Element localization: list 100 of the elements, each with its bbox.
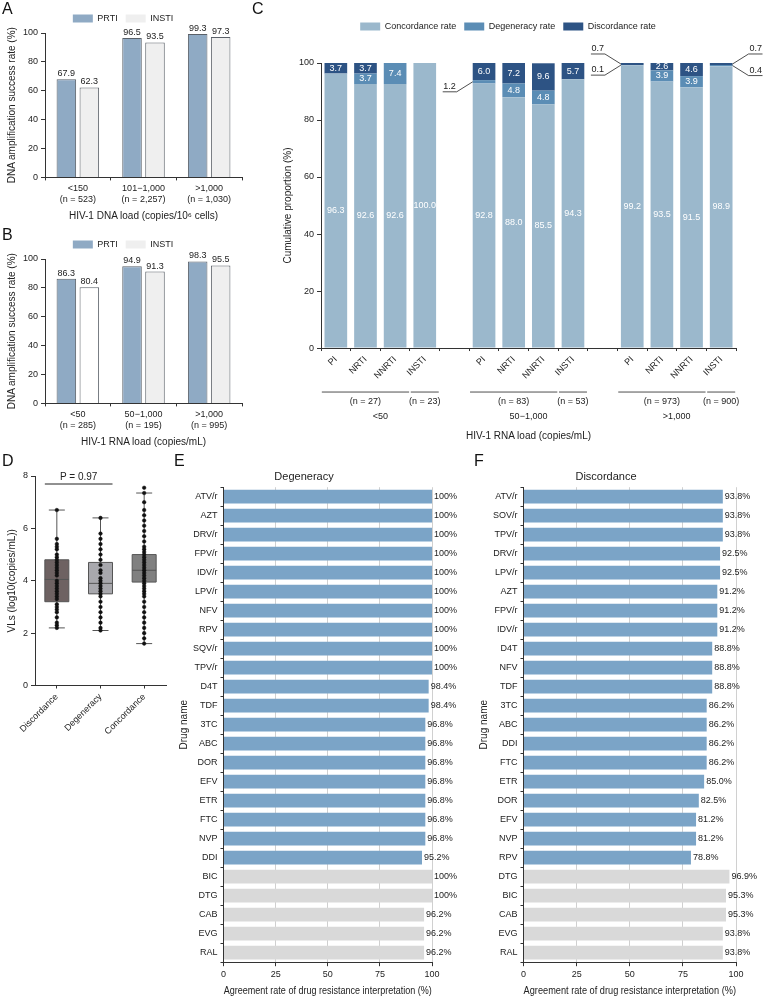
data-label: 9.6: [537, 71, 550, 82]
data-label: 91.5: [682, 211, 701, 222]
y-axis-title: Cumulative proportion (%): [281, 147, 293, 264]
y-tick-label: 20: [28, 143, 39, 153]
data-label: 93.5: [146, 31, 164, 42]
data-label: 86.2%: [708, 738, 735, 749]
x-tick-label: 75: [677, 969, 688, 980]
text: (n = 973): [643, 395, 681, 406]
y-tick-label: 20: [28, 369, 39, 379]
text: (n = 900): [703, 395, 740, 406]
data-label: 3.7: [359, 62, 372, 73]
y-tick-label: 8: [22, 470, 29, 481]
x-tick-label: <150 (n = 523): [59, 183, 96, 205]
data-label: 4.8: [537, 91, 550, 102]
x-tick-label: <50 (n = 285): [59, 409, 96, 431]
data-label: 92.5%: [722, 548, 748, 559]
data-label: 96.2%: [426, 947, 452, 958]
data-label: 100%: [434, 510, 458, 521]
data-label: 7.2: [507, 67, 520, 78]
x-tick-label: 50: [322, 969, 333, 980]
data-label: 86.2%: [708, 719, 735, 730]
y-tick-label: SQV/r: [192, 643, 218, 654]
y-axis-title: Drug name: [177, 699, 189, 750]
text: F: [474, 452, 484, 470]
x-tick-label: 100: [424, 969, 440, 980]
data-label: 3.7: [359, 73, 372, 84]
data-label: 98.3: [188, 250, 207, 261]
x-tick-label: 101−1,000 (n = 2,257): [121, 183, 166, 205]
data-label: 100%: [434, 871, 458, 882]
x-tick-label: 25: [270, 969, 281, 980]
data-label: 3.7: [329, 62, 343, 73]
y-tick-label: CAB: [198, 909, 218, 920]
y-tick-label: 80: [28, 282, 39, 293]
y-tick-label: AZT: [500, 586, 518, 597]
data-label: 100%: [434, 605, 458, 616]
data-label: 100%: [434, 586, 458, 597]
x-tick-label: 100: [728, 969, 744, 980]
y-tick-label: ATV/r: [495, 491, 518, 502]
y-tick-label: IDV/r: [196, 567, 218, 578]
y-tick-label: 3TC: [500, 700, 518, 711]
data-label: 96.2%: [426, 909, 452, 920]
y-tick-label: NVP: [498, 833, 518, 844]
data-label: 67.9: [57, 68, 76, 79]
data-label: 100%: [434, 529, 458, 540]
y-tick-label: DOR: [497, 795, 518, 806]
x-axis-title: HIV-1 RNA load (copies/mL): [465, 429, 592, 441]
x-tick-label: 0: [521, 969, 527, 980]
legend-label: Degeneracy rate: [488, 20, 556, 31]
data-label: 62.3: [80, 76, 99, 87]
data-label: 88.8%: [714, 643, 740, 654]
data-label: 96.2%: [426, 928, 452, 939]
y-tick-label: LPV/r: [494, 567, 518, 578]
data-label: 100%: [434, 491, 458, 502]
data-label: 95.3%: [728, 909, 754, 920]
data-label: 93.8%: [724, 947, 751, 958]
data-label: 96.8%: [427, 776, 453, 787]
data-label: 93.8%: [724, 510, 751, 521]
chart-title: Degeneracy: [274, 469, 335, 482]
y-tick-label: 2: [22, 627, 29, 638]
x-axis-title: HIV-1 RNA load (copies/mL): [80, 435, 207, 447]
legend-label: INSTI: [150, 238, 174, 249]
x-tick-label: PI: [325, 353, 340, 368]
data-label: 99.2: [623, 200, 642, 211]
data-label: 96.3: [327, 205, 345, 216]
data-label: 100%: [434, 624, 458, 635]
y-tick-label: IDV/r: [496, 624, 518, 635]
data-label: 93.8%: [724, 928, 751, 939]
y-tick-label: 0: [33, 171, 39, 182]
data-label: 91.2%: [719, 605, 745, 616]
data-label: 91.2%: [719, 586, 745, 597]
annotation: P = 0.97: [59, 470, 98, 482]
data-label: 7.4: [388, 68, 402, 79]
y-tick-label: D4T: [500, 643, 518, 654]
y-tick-label: RAL: [499, 947, 518, 958]
y-tick-label: DRV/r: [493, 548, 518, 559]
y-tick-label: EVG: [498, 928, 518, 939]
data-label: 100%: [434, 662, 458, 673]
data-label: 2.6: [655, 61, 669, 72]
data-label: 1.2: [443, 80, 456, 91]
y-tick-label: EVG: [198, 928, 218, 939]
y-tick-label: 0: [22, 679, 29, 690]
y-tick-label: NFV: [499, 662, 518, 673]
data-label: 98.4%: [430, 700, 457, 711]
data-label: 5.7: [566, 65, 580, 76]
chart-title: Discordance: [575, 469, 637, 482]
y-tick-label: 40: [28, 114, 39, 125]
y-tick-label: ETR: [499, 776, 518, 787]
y-tick-label: DDI: [502, 738, 518, 749]
data-label: 96.8%: [427, 814, 453, 825]
data-label: 88.8%: [714, 662, 740, 673]
y-tick-label: FTC: [500, 757, 518, 768]
y-tick-label: 40: [304, 228, 315, 239]
data-label: 91.2%: [719, 624, 745, 635]
y-tick-label: 100: [22, 27, 39, 38]
data-label: 80.4: [80, 276, 99, 287]
y-tick-label: ABC: [198, 738, 218, 749]
data-label: 0.1: [591, 64, 604, 75]
text: (n = 27): [349, 395, 382, 406]
x-tick-label: >1,000 (n = 995): [191, 409, 228, 431]
y-tick-label: 3TC: [200, 719, 218, 730]
